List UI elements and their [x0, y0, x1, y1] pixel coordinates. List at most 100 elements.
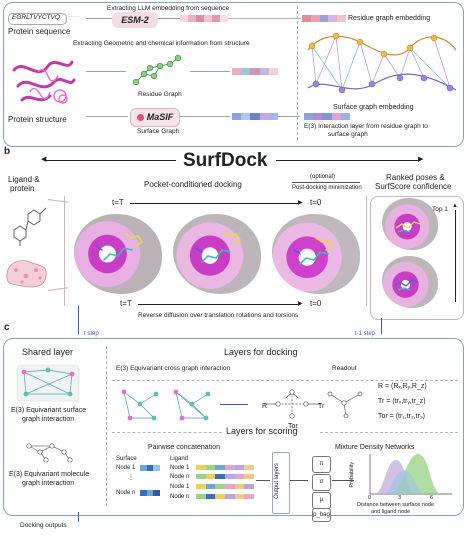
t-step-label: t step: [84, 331, 99, 337]
docking-pose-step-2: [173, 214, 261, 294]
surface-node-n-vector: [140, 490, 161, 496]
docking-section-divider: [112, 380, 458, 381]
molecule-interaction-line2: graph interaction: [22, 480, 75, 487]
residue-graph-embedding: [232, 68, 279, 75]
t-T-bottom: t=T: [120, 299, 132, 308]
docking-pose-step-1: [74, 214, 162, 294]
docking-pose-step-3: [272, 214, 360, 294]
arrow-residue-graph-right: [190, 71, 230, 72]
emb-to-right-arrow: [228, 18, 301, 19]
surface-col-ellipsis: ⋮: [128, 475, 134, 481]
tr-label: Tr: [318, 403, 325, 410]
panel-a-divider: [297, 6, 298, 140]
t-0-bottom: t=0: [310, 299, 322, 308]
shared-divider: [106, 346, 107, 506]
ligand-protein-line1: Ligand &: [8, 175, 40, 184]
cross-graph-arrow: [220, 404, 248, 405]
cross-graph-label: E(3) Equivariant cross graph interaction: [116, 365, 231, 372]
time-arrow-top: [130, 203, 298, 204]
surface-embedding-label: Surface graph embedding: [333, 104, 414, 111]
residue-graph-label: Residue Graph: [138, 91, 182, 98]
sequence-text: EGRLTVYCTVQ: [12, 14, 60, 21]
distance-axis-line1: Distance between surface node: [357, 502, 435, 508]
final-surface-embedding: [304, 113, 351, 120]
surface-graph-label: Surface Graph: [137, 128, 180, 135]
arrow-to-residue-graph: [86, 71, 126, 72]
panel-c-label: c: [4, 322, 10, 333]
mdn-pbag: p_bag: [312, 508, 331, 522]
density-plot: [369, 454, 452, 495]
pairwise-label: Pairwise concatenation: [148, 444, 220, 451]
scoring-divider-left: [112, 432, 222, 433]
time-arrow-bottom: [138, 304, 298, 305]
ligand-row-3: Node 1: [170, 484, 190, 490]
sequence-ellipsis: ······: [68, 14, 80, 20]
panel-a-frame: [3, 2, 464, 147]
node-n-left: Node n: [116, 490, 136, 496]
molecule-interaction-line1: E(3) Equivariant molecule: [9, 471, 90, 478]
seq-to-esm-arrow: [86, 18, 112, 19]
ligand-structure-image: [13, 207, 47, 246]
panel-b-label: b: [4, 146, 11, 157]
mdn-sigma: σ: [312, 474, 331, 491]
ranked-line2: SurfScore confidence: [375, 182, 452, 191]
ligand-col: Ligand: [170, 456, 189, 462]
arrow-masif-right: [180, 116, 230, 117]
sequence-box: [8, 13, 67, 25]
panel-c-frame: [3, 338, 464, 516]
rot-label: R: [262, 403, 268, 410]
surface-interaction-line2: graph interaction: [22, 416, 75, 423]
surface-graph-embedding-bar: [232, 113, 279, 120]
docking-outputs-arrow: [78, 512, 79, 522]
arrow-head-left: ◀: [41, 156, 47, 163]
distance-axis-line2: and ligand node: [371, 509, 411, 515]
ligand-row-2: Node n: [170, 474, 190, 480]
output-layers-box: [272, 452, 290, 514]
structure-caption: Extracting Geometric and chemical inform…: [73, 40, 250, 47]
mdn-label: Mixture Density Networks: [335, 444, 415, 451]
protein-surface-image: [6, 260, 47, 288]
layers-scoring-label: Layers for scoring: [226, 426, 298, 436]
readout-diagram: [264, 389, 320, 419]
ligand-row-1: Node 1: [170, 465, 190, 471]
post-docking-arrow: [292, 182, 360, 183]
molecule-graph-icon: [26, 443, 73, 463]
tor-node-diagram: [327, 391, 363, 418]
reverse-diffusion-label: Reverse diffusion over translation rotat…: [138, 312, 299, 319]
ligand-poses-overlay: [95, 231, 334, 265]
cross-graph-diagram-2: [173, 389, 211, 421]
tor-label: Tor: [288, 423, 298, 430]
output-layers-label: Output layers: [273, 463, 280, 499]
surface-interaction-line1: E(3) Equivariant surface: [11, 407, 87, 414]
surface-graph-icon: [16, 364, 80, 402]
ranked-ligands-overlay: [393, 221, 421, 291]
mdn-pi: π: [312, 456, 331, 473]
masif-label: MaSIF: [146, 112, 174, 122]
pairwise-to-output-arrow: [256, 480, 270, 481]
eq-r: R = (Rₓ,Rᵧ,R_z): [378, 383, 427, 390]
docking-outputs-label: Docking outputs: [20, 522, 67, 529]
surface-node-1-vector: [140, 465, 161, 471]
residue-embedding-bar: [302, 15, 346, 22]
esm-2-block: ESM-2: [112, 12, 158, 28]
protein-sequence-label: Protein sequence: [8, 27, 71, 36]
llm-caption: Extracting LLM embedding from sequence: [107, 5, 230, 12]
ranked-pose-1: [382, 198, 438, 250]
cross-graph-diagram-1: [121, 389, 159, 421]
t-0-top: t=0: [310, 198, 322, 207]
tick-3: 3: [398, 495, 402, 501]
ligand-protein-line2: protein: [10, 184, 35, 193]
post-docking-label: Post-docking minimization: [292, 185, 362, 191]
mdn-mu: μ: [312, 492, 331, 509]
time-arrow-head-top: ▶: [298, 200, 303, 206]
arrow-to-masif: [86, 116, 128, 117]
surface-col-line2: Node 1: [116, 465, 136, 471]
readout-label: Readout: [332, 365, 357, 372]
docking-frame: [64, 196, 367, 306]
t-minus-1-step-label: t-1 step: [355, 331, 376, 337]
masif-block: MaSIF: [130, 108, 180, 127]
scoring-divider-right: [320, 432, 458, 433]
tick-6: 6: [430, 495, 434, 501]
t-T-top: t=T: [112, 198, 124, 207]
layers-docking-label: Layers for docking: [224, 347, 298, 357]
